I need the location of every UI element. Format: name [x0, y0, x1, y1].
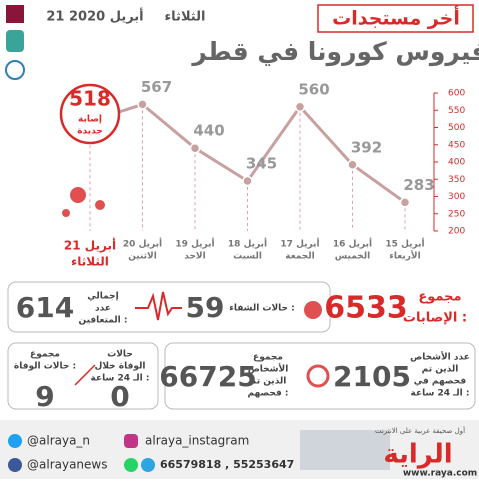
tagline: أول صحيفة عربية على الانترنت	[375, 426, 465, 435]
x-tick-label: الاحد	[184, 252, 205, 262]
stat-label: إجمالي	[87, 292, 118, 302]
y-tick-label: 500	[448, 123, 465, 133]
point	[347, 159, 358, 171]
test-icon	[306, 364, 330, 388]
value-label: 440	[193, 122, 224, 140]
y-tick-label: 250	[448, 209, 465, 219]
value-label: 392	[351, 138, 382, 156]
stats-box	[7, 281, 331, 333]
stat-value: 2105	[333, 360, 411, 393]
x-tick-label: السبت	[233, 252, 262, 262]
phones: 66579818 , 55253647	[160, 458, 294, 471]
telegram-icon	[141, 458, 155, 472]
stat-label: فحصهم :	[248, 389, 289, 399]
stat-label: الوفاة خلال	[95, 362, 146, 372]
whatsapp-icon	[124, 458, 138, 472]
stat-label: الـ 24 ساعة :	[411, 389, 470, 399]
virus-icon	[304, 301, 322, 319]
instagram-icon	[124, 434, 138, 448]
stat-label: عدد الأشخاص	[410, 351, 470, 363]
x-tick-label: 21 أبريل	[64, 238, 116, 253]
stat-label: فحصهم في	[414, 377, 466, 387]
x-tick-label: الاثنين	[128, 252, 157, 262]
value-label: 560	[298, 80, 329, 98]
stat-label: حالات الوفاة :	[14, 362, 76, 372]
x-tick-label: 17 أبريل	[280, 238, 319, 250]
title: فيروس كورونا في قطر	[190, 37, 479, 67]
highlight-label: جديدة	[77, 127, 103, 137]
facebook: @alrayanews	[27, 458, 107, 472]
highlight-badge	[59, 83, 121, 145]
x-tick-label: الخميس	[335, 252, 370, 262]
stats-box	[164, 342, 476, 410]
stat-value: 614	[16, 291, 74, 324]
stat-label: الإصابات :	[403, 311, 467, 326]
virus-icon	[62, 209, 70, 217]
value-label: 345	[246, 154, 277, 172]
x-tick-label: 18 أبريل	[228, 238, 267, 250]
x-tick-label: الجمعة	[285, 252, 315, 262]
value-label: 567	[141, 78, 172, 96]
x-tick-label: 20 أبريل	[123, 238, 162, 250]
point	[189, 142, 201, 154]
facebook-icon	[8, 458, 22, 472]
point	[137, 99, 148, 110]
stat-label: عدد	[95, 304, 111, 314]
stat-label: الأشخاص	[248, 363, 289, 375]
website: www.raya.com	[403, 469, 477, 479]
date: 21 أبريل 2020	[46, 8, 143, 25]
stat-value: 6533	[324, 291, 408, 326]
y-tick-label: 450	[448, 140, 465, 150]
highlight-label: إصابة	[78, 115, 102, 125]
x-tick-label: الثلاثاء	[71, 255, 109, 269]
y-tick-label: 300	[448, 192, 465, 202]
stat-value: 9	[35, 380, 54, 413]
stat-label: الـ 24 ساعة :	[91, 374, 150, 384]
stat-label: مجموع	[30, 350, 60, 360]
y-tick-label: 550	[448, 106, 465, 116]
value-label: 283	[403, 176, 434, 194]
divider	[74, 364, 96, 386]
x-tick-label: 16 أبريل	[333, 238, 372, 250]
stat-value: 66725	[159, 360, 256, 393]
kicker-box	[317, 4, 474, 33]
instagram: alraya_instagram	[145, 434, 249, 448]
logo	[6, 30, 24, 52]
kicker: أخر مستجدات	[332, 6, 460, 30]
weekday: الثلاثاء	[165, 10, 206, 25]
logo	[6, 5, 24, 23]
virus-icon	[95, 200, 105, 210]
logo	[5, 60, 25, 80]
footer-bg	[0, 420, 479, 479]
y-tick-label: 200	[448, 227, 465, 237]
point	[399, 197, 411, 208]
x-tick-label: الأربعاء	[389, 250, 420, 262]
point	[294, 101, 306, 113]
value-label: 518	[69, 87, 111, 111]
virus-icon	[70, 187, 86, 203]
heartbeat-icon	[135, 291, 182, 321]
stat-label: حالات الشفاء :	[229, 304, 295, 314]
y-tick-label: 400	[448, 158, 465, 168]
stat-label: حالات	[107, 350, 133, 360]
twitter: @alraya_n	[27, 434, 90, 448]
stats-box	[7, 342, 159, 410]
stat-label: الذين تم	[422, 365, 459, 375]
chart: 200 250 300 350 400 450 500 550 600 15 أبريلالأرب…	[59, 78, 465, 269]
stat-label: مجموع	[418, 290, 461, 305]
x-tick-label: 15 أبريل	[385, 238, 424, 250]
y-tick-label: 350	[448, 175, 465, 185]
x-tick-label: 19 أبريل	[175, 238, 214, 250]
brand: الراية	[383, 440, 452, 470]
point	[242, 175, 253, 187]
stat-value: 59	[186, 291, 225, 324]
stat-label: الذين تم	[250, 377, 287, 387]
skyline	[300, 430, 390, 470]
y-tick-label: 600	[448, 89, 465, 99]
stat-label: المتعافين :	[78, 316, 127, 326]
stat-label: مجموع	[253, 353, 283, 363]
stat-value: 0	[110, 380, 129, 413]
twitter-icon	[8, 434, 22, 448]
